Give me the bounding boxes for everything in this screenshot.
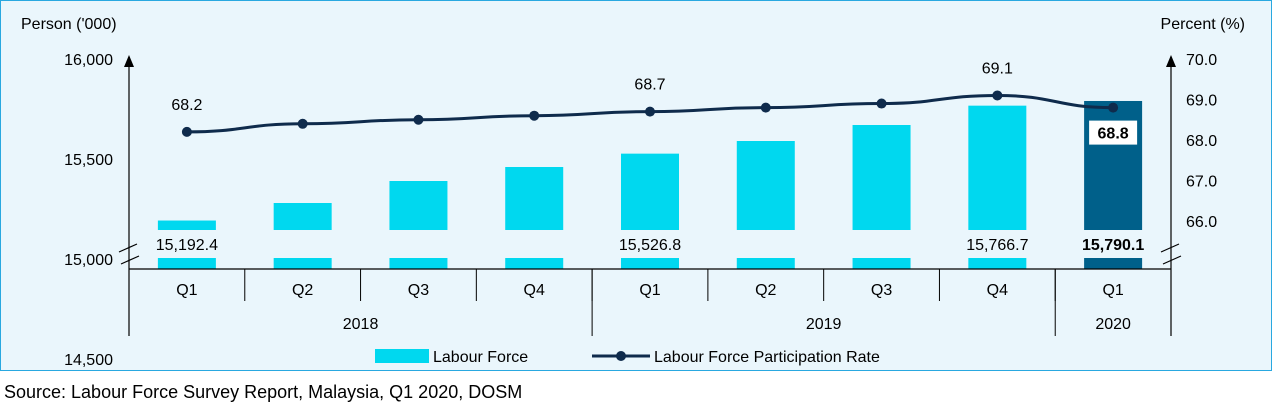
line-point-8 (1108, 102, 1119, 113)
bar-label-4: 15,526.8 (619, 237, 681, 254)
year-label-0: 2018 (343, 316, 379, 333)
legend-line-label: Labour Force Participation Rate (654, 349, 880, 366)
axis-break-band (130, 230, 1170, 258)
right-tick-3: 69.0 (1186, 93, 1217, 110)
line-label-0: 68.2 (171, 97, 202, 114)
line-point-0 (181, 126, 192, 137)
left-axis-title: Person ('000) (21, 16, 117, 33)
left-tick-3: 16,000 (64, 52, 113, 69)
line-point-3 (529, 110, 540, 121)
line-label-7: 69.1 (982, 60, 1013, 77)
category-label-8: Q1 (1102, 282, 1123, 299)
right-tick-1: 67.0 (1186, 174, 1217, 191)
bar-label-8: 15,790.1 (1082, 237, 1144, 254)
axis-break-left (118, 243, 140, 265)
year-label-1: 2019 (806, 316, 842, 333)
category-label-3: Q4 (524, 282, 545, 299)
category-label-2: Q3 (408, 282, 429, 299)
labour-force-chart: 15,192.4 15,526.8 15,766.7 15,790.1 68.2 68.7… (21, 16, 1245, 369)
category-label-7: Q4 (987, 282, 1008, 299)
left-tick-2: 15,500 (64, 152, 113, 169)
line-label-4: 68.7 (634, 77, 665, 94)
year-label-2: 2020 (1095, 316, 1131, 333)
source-note: Source: Labour Force Survey Report, Mala… (4, 382, 523, 402)
axis-break-right (1160, 243, 1182, 265)
bar-label-7: 15,766.7 (966, 237, 1028, 254)
left-tick-0: 14,500 (64, 352, 113, 369)
right-tick-0: 66.0 (1186, 214, 1217, 231)
legend-line-marker (616, 351, 626, 361)
line-label-8: 68.8 (1098, 126, 1129, 143)
line-point-5 (760, 102, 771, 113)
right-axis-arrow (1166, 55, 1176, 67)
left-axis-arrow (124, 55, 134, 67)
chart-panel: 15,192.4 15,526.8 15,766.7 15,790.1 68.2 68.7… (0, 0, 1272, 371)
category-label-6: Q3 (871, 282, 892, 299)
left-tick-1: 15,000 (64, 252, 113, 269)
line-point-1 (297, 118, 308, 129)
line-point-7 (992, 90, 1003, 101)
category-label-1: Q2 (292, 282, 313, 299)
legend-bar-label: Labour Force (433, 349, 528, 366)
right-tick-2: 68.0 (1186, 133, 1217, 150)
category-label-5: Q2 (755, 282, 776, 299)
category-label-0: Q1 (176, 282, 197, 299)
legend-bar-swatch (375, 349, 429, 363)
line-label-box-8 (1089, 120, 1138, 145)
line-point-6 (876, 98, 887, 109)
line-point-4 (645, 106, 655, 117)
right-axis-title: Percent (%) (1161, 16, 1245, 33)
bar-label-0: 15,192.4 (156, 237, 218, 254)
right-tick-4: 70.0 (1186, 52, 1217, 69)
category-label-4: Q1 (639, 282, 660, 299)
line-point-2 (413, 114, 424, 125)
